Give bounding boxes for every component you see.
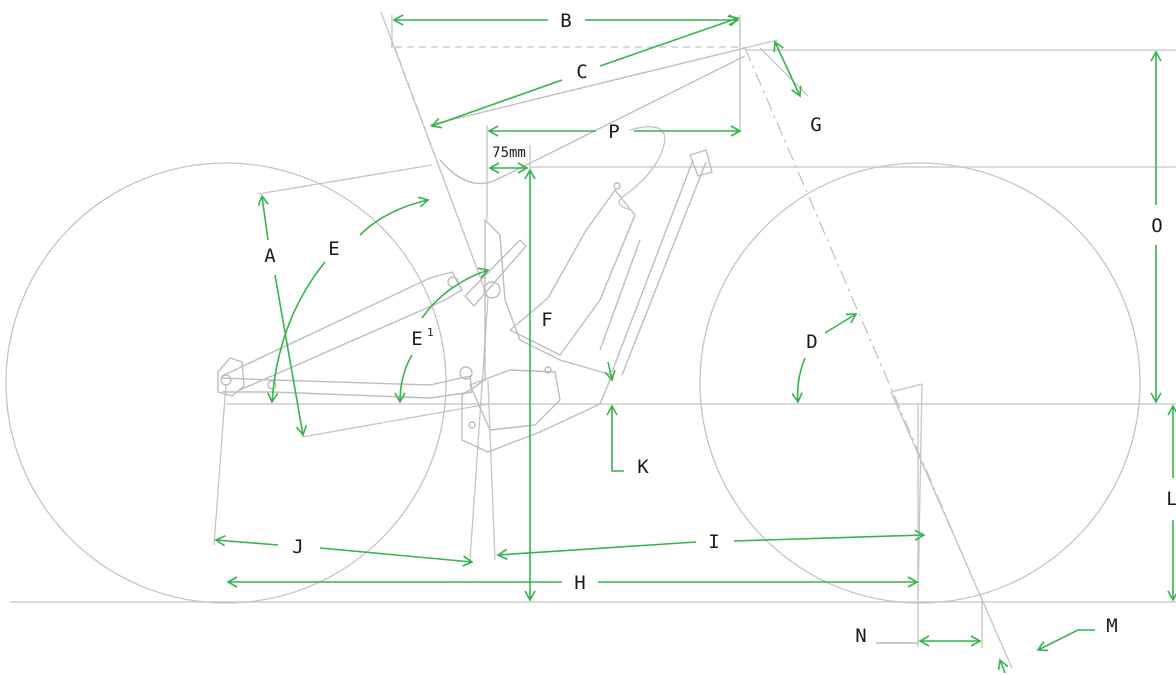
motor-bolt-2 [468,421,476,429]
label-i: I [708,531,719,553]
pivot-main [459,366,473,380]
arrow-i-right [733,529,926,542]
cable-port [613,182,621,190]
a-reference-top [257,164,433,195]
label-n: N [855,625,866,647]
seat-stay [221,271,463,391]
frame-body [461,219,613,453]
headset-line [759,47,809,97]
dimension-labels: B C P G 75mm A E E 1 F D K J I H O L N M [264,10,1176,647]
arrow-j-right [319,547,474,567]
arrow-k [606,404,624,472]
cable-routing [618,126,666,211]
arrow-m-lower [997,658,1009,674]
head-tube [689,149,713,177]
stem-line [744,39,779,49]
label-o: O [1151,215,1162,237]
label-f: F [541,309,552,331]
chain-stay [221,375,473,399]
label-e1-superscript: 1 [427,326,434,339]
rear-dropout [217,357,245,397]
label-e1: E [411,328,422,350]
label-m: M [1106,615,1117,637]
label-b: B [560,10,571,32]
down-tube [599,159,707,376]
a-reference-bottom [301,403,489,438]
motor-outline [469,369,561,431]
label-p: P [608,121,619,143]
fork-offset-line-b [890,383,923,393]
label-75mm: 75mm [492,145,526,161]
label-g: G [810,114,821,136]
arrow-e1-lower [394,354,413,404]
arrow-k-secondary [604,361,616,382]
fork-offset-line-a [890,391,1013,669]
label-c: C [576,61,587,83]
top-tube [429,47,746,185]
label-k: K [637,456,649,478]
label-l: L [1166,488,1176,510]
reference-geometry [5,11,1176,669]
arrow-c-right [599,15,740,67]
seat-tube-axis [394,47,489,299]
front-wheel [699,162,1141,604]
arrow-g [773,40,802,98]
steering-axis [744,47,983,601]
label-j: J [292,536,303,558]
label-e: E [328,238,339,260]
arrow-e1-upper [421,267,490,319]
fork-offset-line-c [917,383,923,601]
motor-bolt [544,366,552,374]
label-a: A [264,245,276,267]
pivot-dropout [220,374,232,386]
arrow-c-left [430,79,563,129]
dimension-arrows [214,14,1176,674]
shock-linkage [464,239,527,307]
rear-axle-vertical [213,383,227,546]
rear-wheel [5,162,447,604]
label-d: D [806,331,817,353]
arrow-a-top [257,194,269,241]
pivot-upper [483,281,501,299]
arrow-d-upper [824,313,858,334]
label-h: H [574,572,585,594]
arrow-e-lower [266,261,326,404]
arrow-d-lower [791,357,806,404]
arrow-e-upper [359,196,430,236]
arrow-m [1036,629,1095,652]
bb-vertical [487,379,496,561]
arrow-i-left [496,541,697,561]
arrow-a-bottom [274,274,308,437]
pivot-chainstay [267,380,277,390]
arrow-j-left [214,535,279,547]
battery-outline [509,189,636,356]
